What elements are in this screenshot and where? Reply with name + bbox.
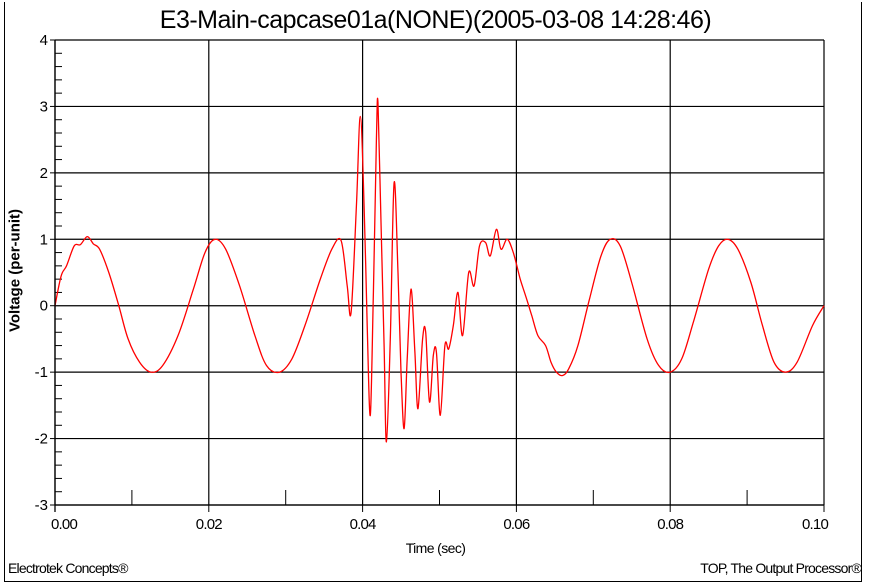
x-tick-label: 0.04 <box>350 516 376 533</box>
y-tick-label: 3 <box>40 98 48 115</box>
y-tick-label: 1 <box>40 231 48 248</box>
voltage-trace <box>54 97 825 443</box>
x-tick-label: 0.00 <box>51 516 77 533</box>
y-tick-label: -2 <box>35 431 48 448</box>
x-axis-label: Time (sec) <box>405 540 466 556</box>
y-tick-label: -3 <box>35 497 48 514</box>
footer-product: TOP, The Output Processor® <box>700 560 862 576</box>
y-tick-label: -1 <box>35 364 48 381</box>
x-tick-label: 0.06 <box>503 516 529 533</box>
x-tick-label: 0.08 <box>657 516 683 533</box>
y-tick-label: 2 <box>40 165 48 182</box>
y-axis-label: Voltage (per-unit) <box>6 208 24 333</box>
axis-ticks <box>50 39 825 512</box>
footer-vendor: Electrotek Concepts® <box>8 560 128 576</box>
tick-labels: 4 3 2 1 0 -1 -2 -30.00 0.02 0.04 0.06 0.08 0.10 <box>35 32 830 533</box>
chart-title: E3-Main-capcase01a(NONE)(2005-03-08 14:2… <box>159 6 712 34</box>
y-tick-label: 0 <box>40 298 48 315</box>
x-tick-label: 0.10 <box>802 516 828 533</box>
grid-lines <box>54 39 825 506</box>
x-tick-label: 0.02 <box>196 516 222 533</box>
y-tick-label: 4 <box>40 32 48 49</box>
chart-frame <box>4 2 862 582</box>
